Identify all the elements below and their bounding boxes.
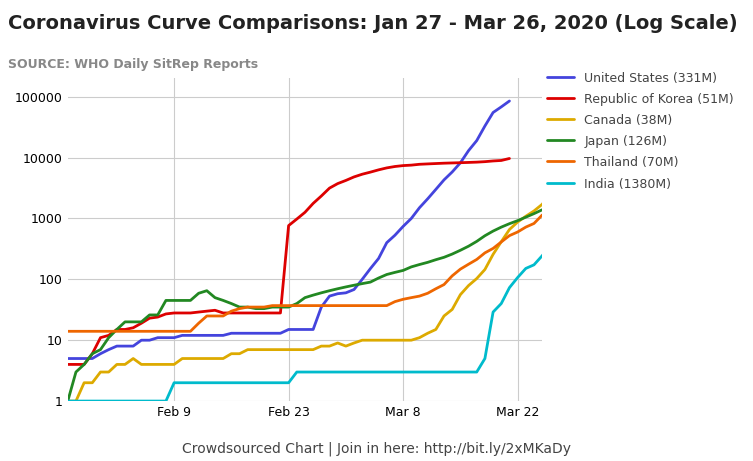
India (1380M)	[554, 232, 563, 238]
Thailand (70M)	[554, 207, 563, 213]
Canada (38M)	[235, 351, 244, 356]
Japan (126M)	[309, 292, 318, 298]
Republic of Korea (51M)	[112, 327, 121, 332]
Canada (38M)	[161, 361, 170, 367]
Text: Crowdsourced Chart | Join in here: http://bit.ly/2xMKaDy: Crowdsourced Chart | Join in here: http:…	[182, 442, 571, 456]
United States (331M)	[63, 356, 72, 361]
Thailand (70M)	[63, 329, 72, 334]
Thailand (70M)	[325, 303, 334, 308]
Japan (126M)	[80, 361, 89, 367]
Canada (38M)	[178, 356, 187, 361]
United States (331M)	[227, 331, 236, 336]
United States (331M)	[169, 335, 178, 340]
Thailand (70M)	[489, 246, 498, 251]
Canada (38M)	[358, 337, 367, 343]
India (1380M)	[63, 398, 72, 404]
India (1380M)	[104, 398, 113, 404]
Republic of Korea (51M)	[497, 158, 506, 163]
Canada (38M)	[63, 398, 72, 404]
United States (331M)	[112, 343, 121, 349]
Canada (38M)	[489, 252, 498, 257]
Japan (126M)	[538, 207, 547, 213]
Republic of Korea (51M)	[145, 315, 154, 321]
United States (331M)	[497, 104, 506, 110]
Republic of Korea (51M)	[456, 160, 465, 165]
India (1380M)	[562, 225, 572, 231]
India (1380M)	[366, 369, 375, 375]
Thailand (70M)	[178, 329, 187, 334]
Republic of Korea (51M)	[169, 310, 178, 316]
Republic of Korea (51M)	[227, 310, 236, 316]
Japan (126M)	[186, 298, 195, 303]
Text: SOURCE: WHO Daily SitRep Reports: SOURCE: WHO Daily SitRep Reports	[8, 58, 258, 71]
Japan (126M)	[137, 319, 146, 325]
Line: Canada (38M): Canada (38M)	[68, 187, 559, 401]
Line: Republic of Korea (51M): Republic of Korea (51M)	[68, 159, 510, 364]
United States (331M)	[456, 160, 465, 165]
Line: United States (331M): United States (331M)	[68, 101, 510, 359]
Japan (126M)	[112, 327, 121, 332]
United States (331M)	[145, 337, 154, 343]
Text: Coronavirus Curve Comparisons: Jan 27 - Mar 26, 2020 (Log Scale): Coronavirus Curve Comparisons: Jan 27 - …	[8, 14, 737, 33]
Thailand (70M)	[235, 306, 244, 311]
Line: Thailand (70M): Thailand (70M)	[68, 210, 559, 331]
India (1380M)	[194, 380, 203, 385]
Japan (126M)	[63, 398, 72, 404]
Line: India (1380M): India (1380M)	[68, 228, 567, 401]
Legend: United States (331M), Republic of Korea (51M), Canada (38M), Japan (126M), Thail: United States (331M), Republic of Korea …	[547, 72, 734, 190]
India (1380M)	[497, 301, 506, 306]
Thailand (70M)	[161, 329, 170, 334]
Thailand (70M)	[358, 303, 367, 308]
Japan (126M)	[407, 264, 416, 270]
United States (331M)	[505, 98, 514, 104]
Line: Japan (126M): Japan (126M)	[68, 210, 542, 401]
India (1380M)	[161, 398, 170, 404]
Canada (38M)	[325, 343, 334, 349]
Republic of Korea (51M)	[505, 156, 514, 161]
Canada (38M)	[554, 184, 563, 190]
Republic of Korea (51M)	[63, 361, 72, 367]
